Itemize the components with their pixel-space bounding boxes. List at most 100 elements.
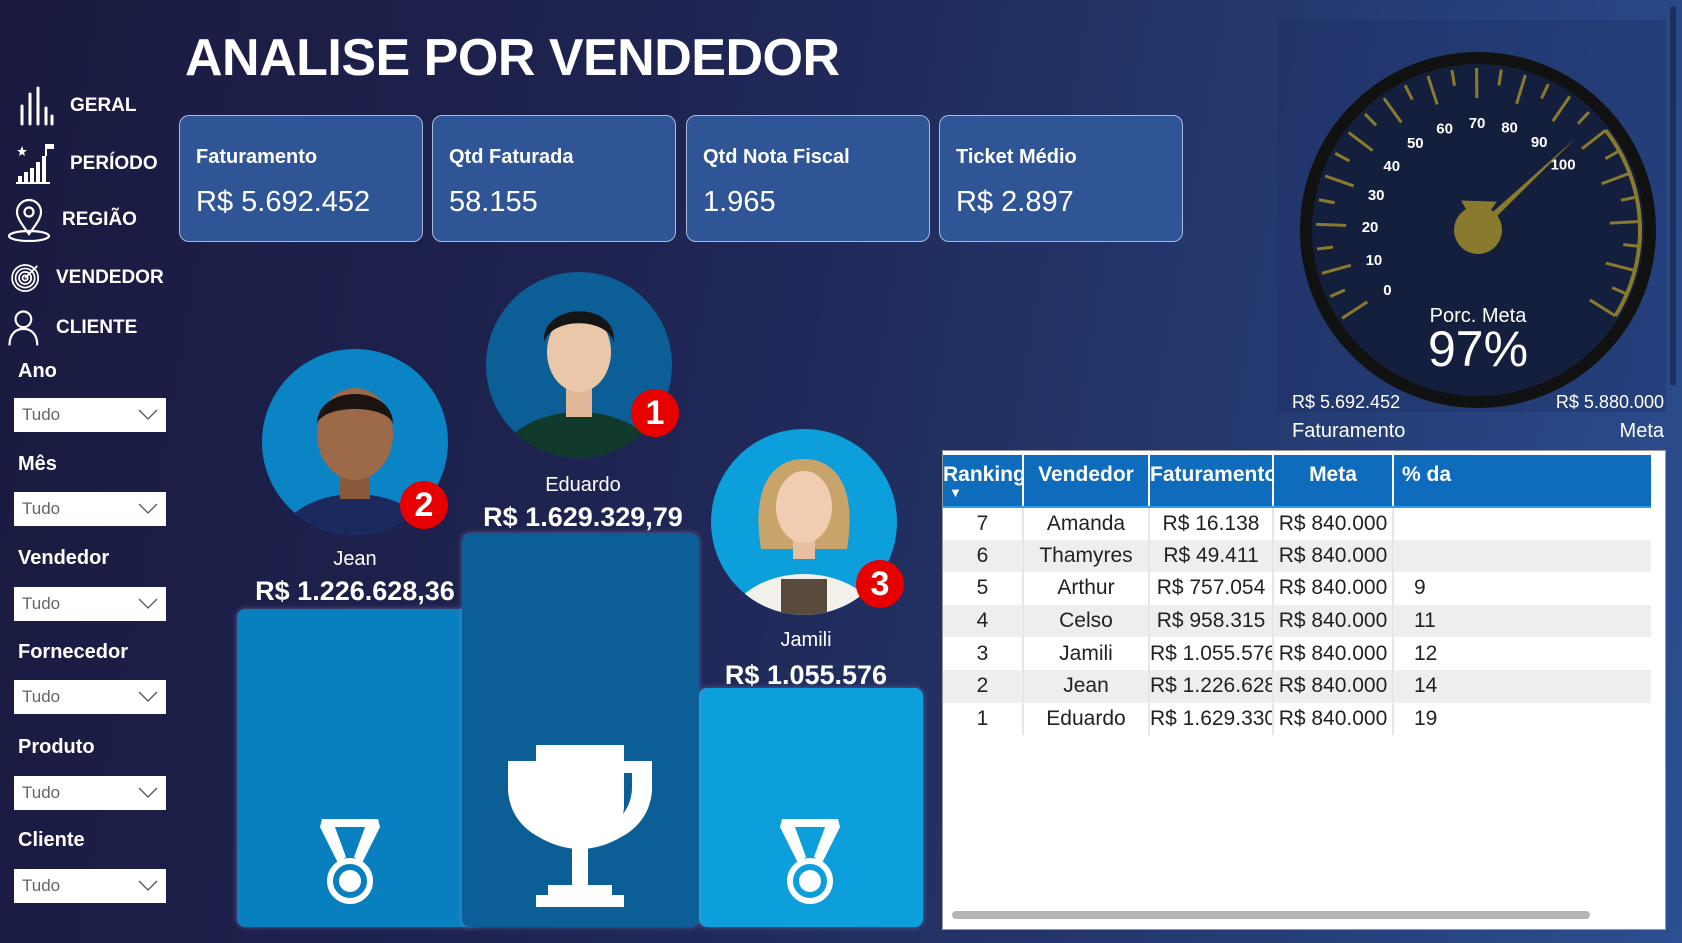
podium-name-3: Jamili <box>780 629 832 651</box>
gauge-tick <box>1609 220 1640 225</box>
table-cell: Jean <box>1023 669 1150 703</box>
gauge-tick <box>1334 152 1351 163</box>
table-cell <box>1393 507 1651 540</box>
filter-label: Mês <box>18 453 57 475</box>
trophy-icon <box>508 745 652 907</box>
table-cell: 1 <box>943 702 1024 736</box>
podium-value-2: R$ 1.226.628,36 <box>255 576 455 606</box>
vertical-scrollbar[interactable] <box>1670 6 1676 386</box>
kpi-value: 1.965 <box>703 186 776 218</box>
chevron-down-icon <box>138 409 158 420</box>
gauge-tick <box>1623 243 1640 248</box>
kpi-label: Ticket Médio <box>956 146 1077 168</box>
filter-dropdown-cliente[interactable]: Tudo <box>14 869 166 903</box>
gauge-tick <box>1321 263 1352 275</box>
column-header[interactable]: Faturamento <box>1149 455 1274 508</box>
gauge-tick-label: 0 <box>1383 282 1391 299</box>
gauge-tick <box>1324 174 1355 188</box>
table-cell: 12 <box>1393 637 1651 670</box>
filter-dropdown-produto[interactable]: Tudo <box>14 776 166 810</box>
table-row[interactable]: 5 Arthur R$ 757.054 R$ 840.000 9 <box>943 572 1651 605</box>
medal-icon <box>780 819 840 904</box>
gauge-tick-label: 90 <box>1531 134 1548 151</box>
rank-badge-3: 3 <box>856 560 904 608</box>
kpi-label: Qtd Nota Fiscal <box>703 146 850 168</box>
gauge-tick-label: 60 <box>1436 120 1453 137</box>
kpi-card-ticket-medio: Ticket Médio R$ 2.897 <box>939 115 1183 242</box>
gauge-tick-label: 30 <box>1368 187 1385 204</box>
table-cell: R$ 840.000 <box>1273 572 1394 605</box>
table-row[interactable]: 4 Celso R$ 958.315 R$ 840.000 11 <box>943 604 1651 638</box>
gauge-tick <box>1363 112 1378 127</box>
nav-cliente[interactable]: CLIENTE <box>6 306 137 350</box>
kpi-value: R$ 2.897 <box>956 186 1074 218</box>
table-cell: Arthur <box>1023 572 1150 605</box>
medal-icon <box>320 819 380 904</box>
dropdown-value: Tudo <box>22 499 61 518</box>
table-cell: Celso <box>1023 604 1150 638</box>
table-cell: 9 <box>1393 572 1651 605</box>
chevron-down-icon <box>138 787 158 798</box>
gauge-tick-label: 10 <box>1366 252 1383 269</box>
rank-badge-2: 2 <box>400 481 448 529</box>
table-cell: R$ 1.226.628 <box>1149 669 1274 703</box>
sort-desc-icon[interactable]: ▼ <box>949 485 962 500</box>
table-row[interactable]: 7 Amanda R$ 16.138 R$ 840.000 <box>943 507 1651 540</box>
nav-periodo[interactable]: PERÍODO <box>14 142 158 186</box>
filter-dropdown-mês[interactable]: Tudo <box>14 492 166 526</box>
gauge-value-label: 97% <box>1428 321 1528 377</box>
dropdown-value: Tudo <box>22 405 61 424</box>
table-cell: 4 <box>943 604 1024 638</box>
table-cell: R$ 958.315 <box>1149 604 1274 638</box>
chevron-down-icon <box>138 503 158 514</box>
chevron-down-icon <box>138 598 158 609</box>
table-row[interactable]: 3 Jamili R$ 1.055.576 R$ 840.000 12 <box>943 637 1651 670</box>
nav-geral[interactable]: GERAL <box>14 84 137 128</box>
table-cell: R$ 840.000 <box>1273 637 1394 670</box>
gauge-tick <box>1316 245 1334 251</box>
table-cell: R$ 840.000 <box>1273 604 1394 638</box>
table-row[interactable]: 2 Jean R$ 1.226.628 R$ 840.000 14 <box>943 669 1651 703</box>
podium-name-2: Jean <box>333 548 377 570</box>
column-header[interactable]: Vendedor <box>1023 455 1150 508</box>
horizontal-scrollbar[interactable] <box>952 911 1590 919</box>
gauge-tick <box>1620 195 1637 202</box>
table-cell: R$ 16.138 <box>1149 507 1274 540</box>
nav-vendedor[interactable]: VENDEDOR <box>6 256 164 300</box>
ranking-table: Ranking ▼ Vendedor Faturamento Meta% da 7 Ama… <box>943 455 1651 736</box>
filter-label: Produto <box>18 736 95 758</box>
gauge-tick <box>1347 131 1374 152</box>
kpi-value: 58.155 <box>449 186 538 218</box>
table-cell: R$ 840.000 <box>1273 669 1394 703</box>
gauge-tick <box>1426 75 1439 105</box>
dropdown-value: Tudo <box>22 876 61 895</box>
gauge-tick-label: 70 <box>1469 115 1486 132</box>
gauge-tick <box>1601 171 1631 186</box>
dropdown-value: Tudo <box>22 783 61 802</box>
table-cell: Amanda <box>1023 507 1150 540</box>
gauge-tick <box>1611 286 1628 296</box>
map-pin-icon <box>7 198 51 242</box>
column-header[interactable]: % da <box>1393 455 1651 508</box>
table-cell: R$ 840.000 <box>1273 702 1394 736</box>
filter-dropdown-ano[interactable]: Tudo <box>14 398 166 432</box>
podium-value-1: R$ 1.629.329,79 <box>483 502 683 532</box>
filter-dropdown-vendedor[interactable]: Tudo <box>14 587 166 621</box>
nav-regiao[interactable]: REGIÃO <box>6 198 137 242</box>
kpi-value: R$ 5.692.452 <box>196 186 371 218</box>
table-cell: 19 <box>1393 702 1651 736</box>
kpi-card-qtd-faturada: Qtd Faturada 58.155 <box>432 115 676 242</box>
table-cell: 14 <box>1393 669 1651 703</box>
table-row[interactable]: 1 Eduardo R$ 1.629.330 R$ 840.000 19 <box>943 702 1651 736</box>
filter-label: Vendedor <box>18 547 110 569</box>
dropdown-value: Tudo <box>22 687 61 706</box>
kpi-card-qtd-nota-fiscal: Qtd Nota Fiscal 1.965 <box>686 115 930 242</box>
filter-dropdown-fornecedor[interactable]: Tudo <box>14 680 166 714</box>
gauge-hub <box>1454 206 1502 254</box>
table-row[interactable]: 6 Thamyres R$ 49.411 R$ 840.000 <box>943 539 1651 573</box>
column-header[interactable]: Meta <box>1273 455 1394 508</box>
column-header[interactable]: Ranking ▼ <box>943 455 1024 508</box>
gauge-tick <box>1329 288 1346 298</box>
gauge-tick <box>1318 198 1335 205</box>
